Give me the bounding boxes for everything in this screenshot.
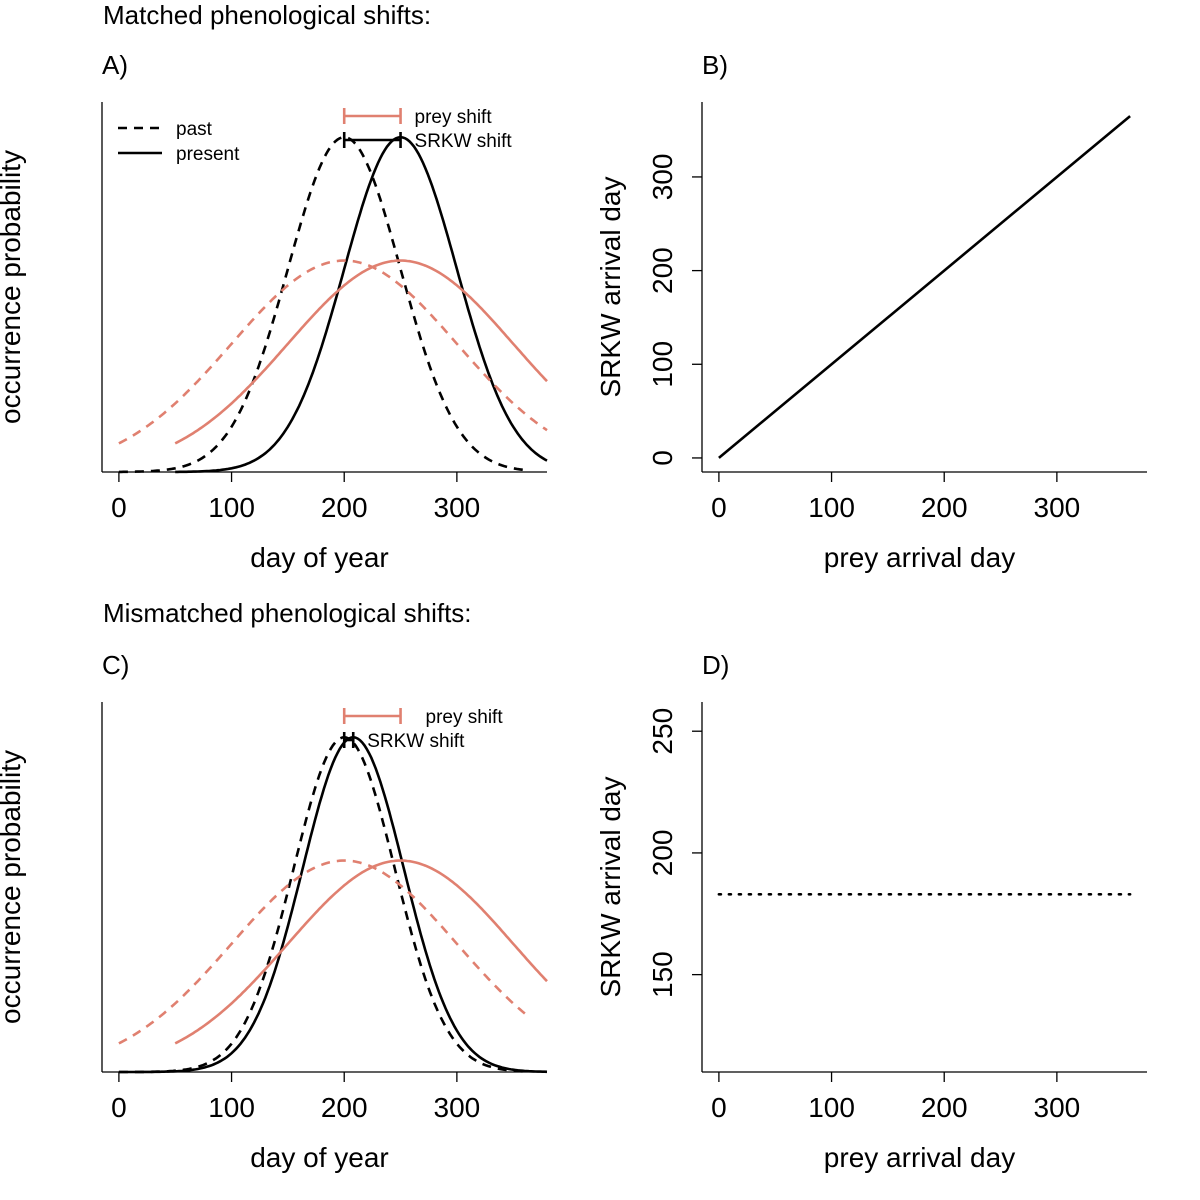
shift-label-srkw: SRKW shift bbox=[367, 731, 465, 752]
series-line-srkw-past bbox=[118, 135, 525, 474]
y-tick-label: 200 bbox=[647, 247, 678, 294]
panel-label: B) bbox=[702, 50, 728, 80]
x-axis-title: day of year bbox=[250, 1142, 389, 1173]
x-tick-label: 100 bbox=[808, 492, 855, 523]
x-tick-label: 300 bbox=[1034, 1092, 1081, 1123]
panel-d: D) 0 100 200 300 150 200 250 prey arrival day SRK… bbox=[595, 650, 1147, 1173]
y-tick-label: 300 bbox=[647, 154, 678, 201]
section-title-matched: Matched phenological shifts: bbox=[103, 0, 431, 30]
x-tick-label: 0 bbox=[711, 1092, 727, 1123]
series-line-prey-past bbox=[118, 859, 530, 1045]
series-line-srkw-present bbox=[118, 735, 548, 1074]
x-axis-title: prey arrival day bbox=[824, 542, 1015, 573]
series-line-prey-present bbox=[174, 859, 548, 1045]
panel-c: C) 0 100 200 300 day of year occurrence probab… bbox=[0, 650, 548, 1173]
x-axis-title: day of year bbox=[250, 542, 389, 573]
y-tick-label: 250 bbox=[647, 708, 678, 755]
x-tick-label: 100 bbox=[808, 1092, 855, 1123]
x-tick-label: 0 bbox=[111, 492, 127, 523]
x-axis-title: prey arrival day bbox=[824, 1142, 1015, 1173]
shift-label-prey: prey shift bbox=[415, 107, 493, 128]
x-tick-label: 200 bbox=[921, 492, 968, 523]
legend-label-present: present bbox=[176, 144, 240, 165]
section-title-mismatched: Mismatched phenological shifts: bbox=[103, 598, 472, 628]
y-axis-title: occurrence probability bbox=[0, 750, 26, 1024]
x-tick-label: 200 bbox=[321, 1092, 368, 1123]
x-tick-label: 200 bbox=[921, 1092, 968, 1123]
x-tick-label: 200 bbox=[321, 492, 368, 523]
series-line-prey-past bbox=[118, 259, 548, 445]
panel-b: B) 0 100 200 300 0 100 200 300 prey arrival day SR… bbox=[595, 50, 1147, 573]
panel-a: A) 0 100 200 300 day of year occurrence probab… bbox=[0, 50, 548, 573]
x-tick-label: 300 bbox=[434, 492, 481, 523]
legend-label-past: past bbox=[176, 119, 213, 140]
shift-label-prey: prey shift bbox=[426, 707, 504, 728]
y-axis-title: SRKW arrival day bbox=[595, 177, 626, 398]
y-tick-label: 0 bbox=[647, 450, 678, 466]
panel-label: C) bbox=[102, 650, 129, 680]
shift-label-srkw: SRKW shift bbox=[415, 131, 513, 152]
x-tick-label: 100 bbox=[208, 492, 255, 523]
x-tick-label: 300 bbox=[434, 1092, 481, 1123]
series-line-srkw-past bbox=[118, 735, 525, 1074]
y-axis-title: SRKW arrival day bbox=[595, 777, 626, 998]
series-line-prey-present bbox=[174, 259, 548, 445]
y-tick-label: 150 bbox=[647, 951, 678, 998]
series-line-srkw-present bbox=[175, 135, 548, 474]
series-line-srkw-arrival bbox=[718, 115, 1131, 459]
panel-label: D) bbox=[702, 650, 729, 680]
x-tick-label: 300 bbox=[1034, 492, 1081, 523]
y-tick-label: 100 bbox=[647, 341, 678, 388]
panel-label: A) bbox=[102, 50, 128, 80]
x-tick-label: 100 bbox=[208, 1092, 255, 1123]
y-axis-title: occurrence probability bbox=[0, 150, 26, 424]
y-tick-label: 200 bbox=[647, 830, 678, 877]
x-tick-label: 0 bbox=[111, 1092, 127, 1123]
x-tick-label: 0 bbox=[711, 492, 727, 523]
